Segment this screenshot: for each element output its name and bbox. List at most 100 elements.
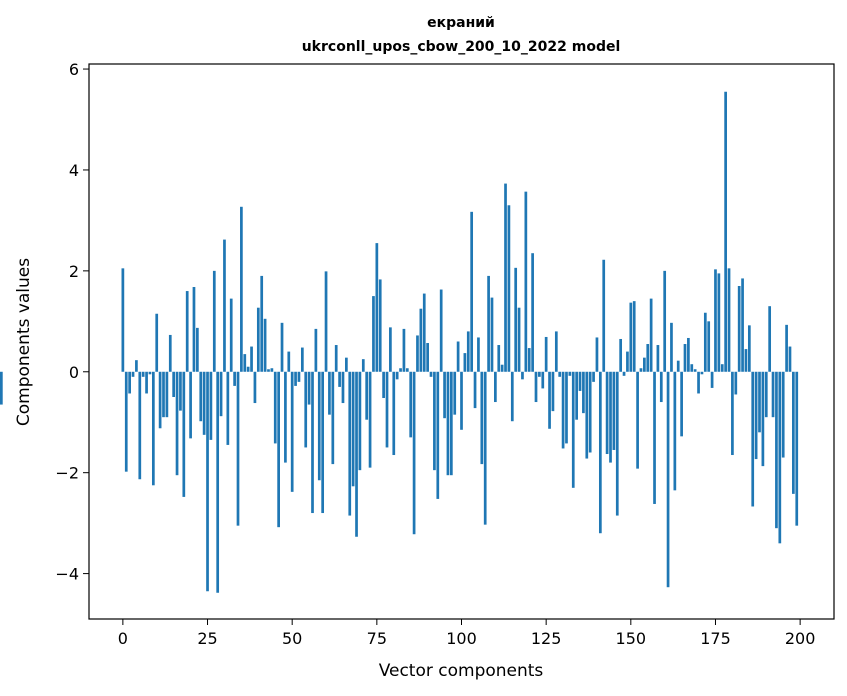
- bar: [781, 371, 785, 458]
- bar: [216, 371, 220, 593]
- bar: [507, 205, 511, 372]
- bar: [582, 371, 585, 414]
- bar: [321, 371, 325, 514]
- bar: [426, 343, 429, 372]
- bar: [554, 331, 558, 372]
- bar: [717, 273, 721, 372]
- bar: [578, 371, 582, 391]
- bar: [365, 371, 369, 420]
- bar: [412, 371, 416, 535]
- bar: [253, 371, 257, 404]
- bar: [436, 371, 440, 499]
- bar: [653, 371, 656, 504]
- bar: [185, 291, 189, 372]
- bar: [676, 360, 680, 372]
- bar: [527, 348, 531, 372]
- x-tick-label: 100: [446, 629, 477, 648]
- bar: [703, 312, 707, 372]
- bar: [182, 371, 186, 497]
- bar: [531, 253, 534, 372]
- bar: [263, 318, 267, 372]
- bar: [649, 298, 653, 372]
- x-tick-label: 25: [197, 629, 217, 648]
- bar: [737, 286, 741, 372]
- bar: [754, 371, 758, 460]
- bar: [233, 371, 236, 386]
- bar: [168, 334, 172, 372]
- bar: [585, 371, 589, 459]
- bar: [334, 345, 338, 372]
- bar: [571, 371, 575, 488]
- bar: [189, 371, 192, 439]
- bar: [626, 351, 629, 372]
- x-axis-label: Vector components: [379, 661, 544, 681]
- bar: [145, 371, 148, 394]
- bar: [202, 371, 206, 435]
- bar: [338, 371, 341, 387]
- bar: [795, 371, 799, 526]
- bar: [697, 371, 700, 394]
- bar: [246, 366, 250, 372]
- bar: [378, 279, 382, 372]
- bar: [659, 371, 663, 403]
- bar: [422, 293, 426, 372]
- bar: [179, 371, 182, 411]
- bar: [483, 371, 487, 525]
- bar: [355, 371, 358, 537]
- bar: [497, 345, 501, 372]
- bar: [487, 275, 490, 372]
- bar: [141, 371, 145, 377]
- bar: [453, 371, 457, 415]
- bar: [538, 371, 541, 377]
- bar: [304, 371, 308, 448]
- bar: [514, 267, 518, 372]
- bar: [351, 371, 355, 487]
- bar: [466, 331, 470, 372]
- bar: [727, 268, 731, 372]
- y-tick-label: −2: [55, 464, 79, 483]
- bar: [449, 371, 453, 476]
- bar: [416, 335, 419, 372]
- bar: [548, 371, 551, 429]
- bar: [382, 371, 385, 399]
- bar: [470, 211, 474, 372]
- chart-title: екраний: [427, 15, 495, 31]
- bar: [558, 371, 562, 377]
- bar: [693, 369, 697, 372]
- bar: [277, 371, 280, 528]
- bar: [358, 371, 362, 471]
- bar: [429, 371, 433, 377]
- bar: [792, 371, 795, 494]
- bar: [433, 371, 436, 471]
- bar: [741, 278, 744, 372]
- bar: [409, 371, 413, 438]
- bar: [747, 325, 751, 372]
- bar: [605, 371, 609, 455]
- bar: [517, 307, 521, 372]
- x-tick-label: 125: [531, 629, 562, 648]
- bar: [622, 371, 626, 376]
- bar: [223, 239, 226, 372]
- bar: [568, 371, 572, 376]
- bar: [595, 337, 599, 372]
- bar: [443, 371, 446, 419]
- bar: [670, 322, 673, 372]
- bar: [192, 287, 196, 372]
- bars-group: [0, 91, 799, 593]
- bar: [619, 338, 623, 372]
- bar: [687, 337, 690, 372]
- bar: [392, 371, 396, 456]
- bar: [643, 357, 646, 372]
- bar: [504, 183, 507, 372]
- bar: [399, 368, 402, 372]
- bar: [128, 371, 131, 394]
- y-tick-label: 6: [69, 60, 79, 79]
- bar: [385, 371, 389, 448]
- bar: [565, 371, 568, 444]
- bar: [541, 371, 545, 389]
- bar: [683, 344, 687, 372]
- bar: [612, 371, 616, 450]
- bar: [446, 371, 450, 476]
- bar: [460, 371, 463, 430]
